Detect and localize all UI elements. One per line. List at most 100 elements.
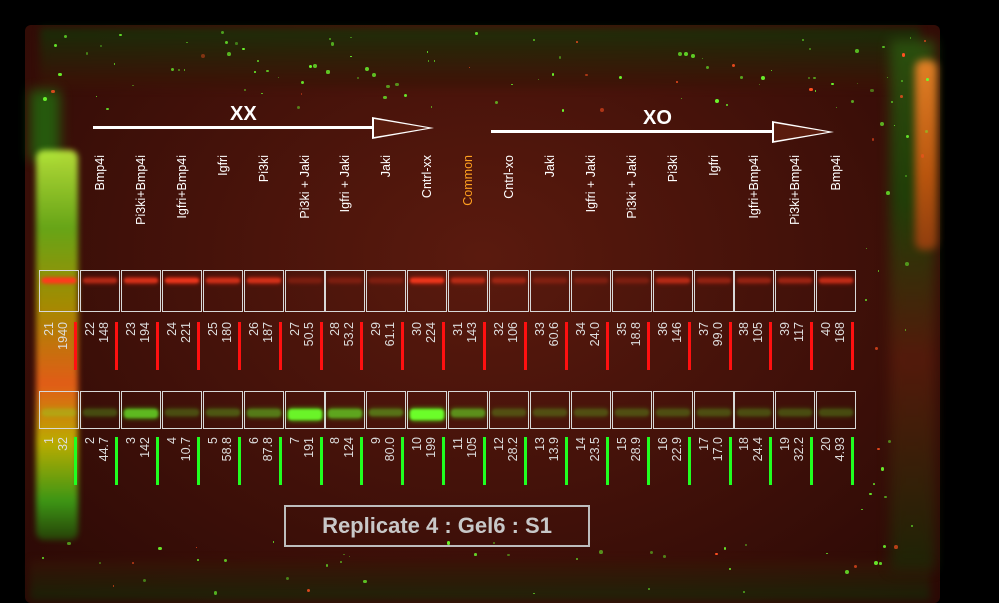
speck [348,556,351,558]
quant-label: 17 17.0 [694,437,734,489]
speck [100,44,103,47]
green-band [328,409,363,418]
red-band [164,278,199,283]
lane-label-text: Bmp4i [829,155,844,191]
speck [537,78,540,81]
speck [585,73,588,76]
band-index: 32 [492,322,506,336]
speck [42,97,47,102]
band-index: 40 [819,322,834,336]
speck [662,555,666,558]
band-index: 30 [410,322,425,336]
speck [430,106,433,109]
band-value: 117 [792,322,807,342]
speck [446,541,451,545]
band-value: 28.2 [506,437,520,462]
red-band-box [202,270,243,312]
green-band-box [693,391,734,429]
speck [742,591,745,593]
lane-label-text: Pi3ki [665,155,680,183]
green-band [205,409,240,416]
band-value: 32.2 [792,437,807,462]
red-band [819,278,854,283]
red-band [492,278,526,283]
xx-group-label: XX [230,103,257,125]
quant-label: 27 50.5 [285,322,325,374]
red-band-box [120,270,161,312]
speck [386,84,390,89]
speck [770,70,772,72]
green-band [83,409,117,416]
lane-label-text: Igfri + Jaki [583,155,598,213]
red-band-box [284,270,325,312]
speck [492,541,495,545]
speck [67,541,72,546]
speck [356,76,359,80]
speck [714,98,719,103]
band-value: 146 [669,322,684,343]
speck [325,564,329,567]
red-band-box [611,270,652,312]
band-value: 124 [342,437,357,458]
speck [64,34,68,39]
green-band-box [775,391,816,429]
quant-label: 22 148 [80,322,120,374]
speck [728,567,731,570]
speck [395,82,399,87]
green-band [246,409,281,417]
band-index: 6 [246,437,261,444]
green-band-box [570,391,611,429]
band-index: 31 [451,322,466,336]
red-band [369,278,404,283]
quant-label: 33 60.6 [530,322,570,374]
value-marker [605,437,609,485]
speck [343,553,345,556]
value-marker [115,437,118,485]
speck [243,88,247,92]
band-value: 80.0 [383,437,398,462]
speck [925,78,929,82]
speck [261,92,263,95]
green-band [42,409,76,416]
red-band [614,278,649,283]
speck [186,41,188,44]
band-value: 221 [178,322,193,343]
lane-label: Bmp4i [80,155,120,267]
speck [95,95,98,98]
quant-label: 23 194 [121,322,161,374]
red-band [737,278,772,283]
speck [853,564,858,569]
band-index: 35 [614,322,629,336]
quant-label: 14 23.5 [571,437,611,489]
quant-label: 30 224 [407,322,447,374]
quant-label: 26 187 [244,322,284,374]
band-value: 148 [97,322,111,343]
band-index: 33 [532,322,547,336]
xo-arrow-line [491,130,773,133]
speck [826,552,828,555]
red-band-box [734,270,775,312]
speck [213,591,217,595]
red-band [451,278,486,283]
value-marker [810,322,814,370]
speck [879,122,884,126]
speck [494,101,498,105]
quant-label: 40 168 [816,322,856,374]
band-value: 180 [219,322,234,343]
band-index: 10 [410,437,425,451]
quant-label: 1 32 [39,437,79,489]
green-band-box [816,391,857,429]
speck [330,42,335,46]
green-band-box [652,391,693,429]
speck [910,524,913,527]
band-index: 34 [573,322,588,336]
lane-label: Pi3ki+Bmp4i [121,155,161,267]
value-marker [237,437,241,485]
red-band-box [161,270,202,312]
speck [886,77,889,79]
speck [855,49,859,53]
band-index: 18 [737,437,752,451]
membrane-top-glow [40,28,920,88]
band-index: 9 [369,437,384,444]
lane-label: Pi3ki [653,155,693,267]
